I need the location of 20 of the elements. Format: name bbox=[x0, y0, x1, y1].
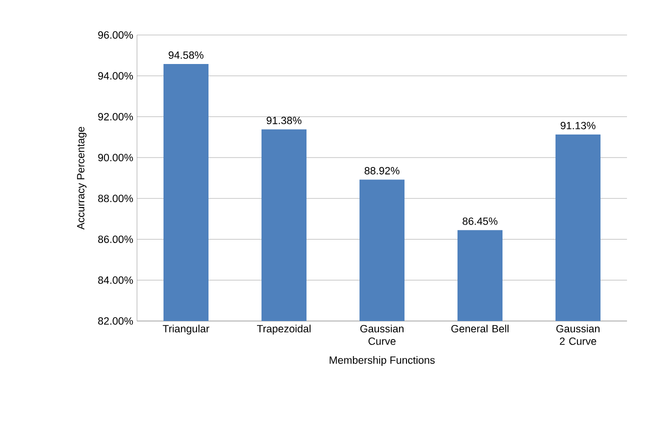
data-label: 91.13% bbox=[560, 122, 596, 130]
y-tick-label: 84.00% bbox=[98, 276, 133, 284]
x-tick-label: General Bell bbox=[451, 324, 508, 332]
y-tick-label: 86.00% bbox=[98, 236, 133, 244]
y-tick-label: 82.00% bbox=[98, 317, 133, 325]
data-label: 88.92% bbox=[364, 167, 400, 174]
x-tick-label: Gaussian 2 Curve bbox=[556, 324, 600, 345]
x-axis-title: Membership Functions bbox=[330, 356, 435, 366]
y-axis-title: Accurracy Percentage bbox=[77, 126, 86, 230]
data-label: 91.38% bbox=[266, 116, 302, 124]
data-label: 94.58% bbox=[168, 51, 204, 59]
y-tick-label: 92.00% bbox=[98, 113, 133, 120]
x-tick-label: Gaussian Curve bbox=[360, 324, 404, 345]
data-label: 86.45% bbox=[462, 217, 498, 225]
y-tick-label: 90.00% bbox=[98, 154, 133, 162]
y-tick-label: 94.00% bbox=[98, 72, 133, 80]
x-tick-label: Trapezoidal bbox=[257, 324, 311, 334]
y-tick-label: 96.00% bbox=[98, 31, 133, 39]
y-tick-label: 88.00% bbox=[98, 194, 133, 202]
x-tick-label: Triangular bbox=[162, 324, 210, 334]
